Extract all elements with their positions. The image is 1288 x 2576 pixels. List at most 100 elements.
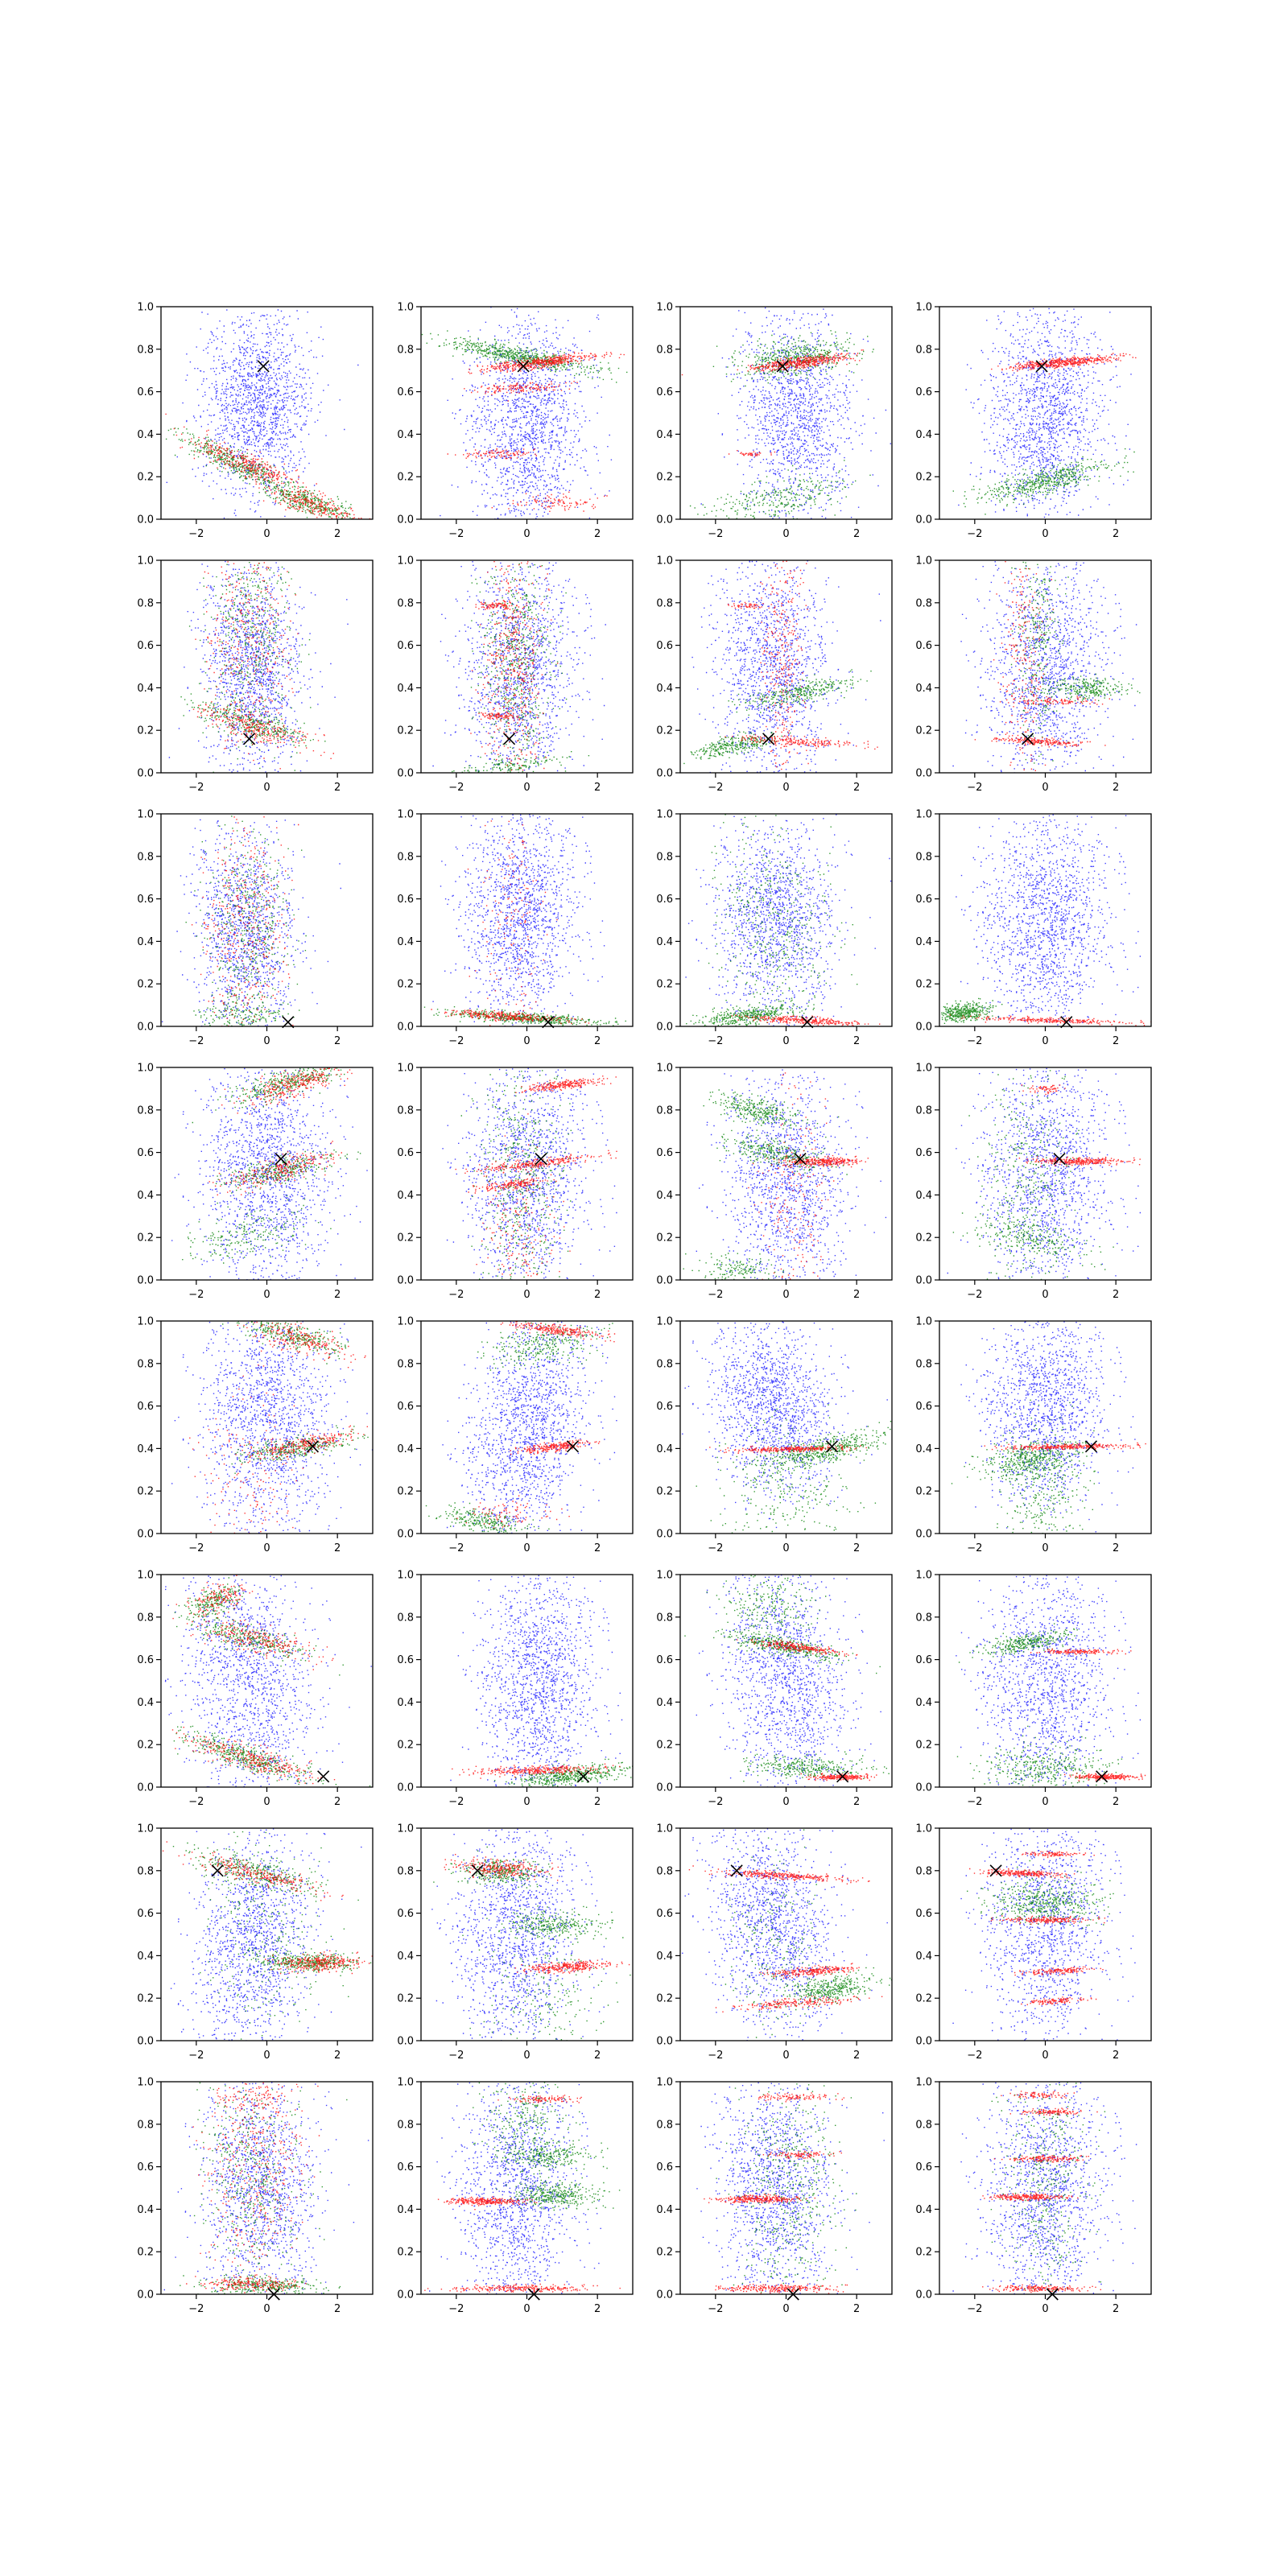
axes-frame (160, 2081, 374, 2295)
green-point-cloud (182, 1195, 332, 1264)
y-tick-label: 0.0 (656, 2036, 673, 2048)
y-tick-label: 0.8 (656, 1104, 673, 1117)
y-tick-label: 0.2 (137, 472, 154, 484)
green-point-cloud (192, 1067, 345, 1124)
blue-point-cloud (164, 1575, 372, 1787)
x-tick-label: 0 (523, 2050, 530, 2062)
blue-point-cloud (171, 1321, 373, 1534)
red-point-cloud (681, 349, 864, 376)
y-tick-label: 1.0 (397, 1823, 414, 1835)
y-tick-label: 0.0 (397, 1275, 414, 1287)
red-point-cloud (728, 450, 776, 457)
x-tick-label: 2 (1113, 1542, 1119, 1554)
green-point-cloud (952, 448, 1135, 515)
y-tick-label: 0.0 (915, 2036, 932, 2048)
x-tick-label: 0 (523, 528, 530, 540)
x-tick-label: 0 (1042, 2050, 1048, 2062)
x-tick-label: 2 (853, 528, 860, 540)
red-point-cloud (760, 560, 809, 770)
y-tick-label: 1.0 (137, 1063, 154, 1075)
y-tick-label: 0.6 (915, 1147, 932, 1159)
y-tick-label: 0.0 (397, 1529, 414, 1541)
axes-frame (679, 2081, 893, 2295)
y-tick-label: 0.4 (656, 683, 673, 695)
red-point-cloud (437, 2196, 538, 2211)
y-tick-label: 0.6 (656, 1401, 673, 1413)
y-tick-label: 0.8 (656, 2119, 673, 2131)
x-tick-label: −2 (967, 2050, 982, 2062)
x-tick-label: −2 (188, 528, 204, 540)
y-tick-label: 0.6 (397, 386, 414, 398)
y-tick-label: 0.2 (137, 1740, 154, 1752)
points-r2-c2 (432, 561, 606, 773)
y-tick-label: 1.0 (397, 2077, 414, 2089)
y-tick-label: 0.6 (915, 1401, 932, 1413)
green-point-cloud (683, 1253, 784, 1280)
x-tick-label: 0 (523, 1542, 530, 1554)
y-tick-label: 0.2 (137, 725, 154, 737)
x-tick-label: 0 (782, 1289, 789, 1301)
panel-r8-c4: −2 0 2 0.0 0.2 0.4 0.6 0.8 1.0 (915, 2077, 1152, 2315)
points-r7-c4 (952, 1828, 1136, 2041)
y-tick-label: 0.0 (137, 1275, 154, 1287)
y-tick-label: 0.8 (397, 1865, 414, 1877)
points-r7-c2 (431, 1828, 631, 2041)
x-tick-label: −2 (188, 1796, 204, 1808)
y-tick-label: 0.6 (915, 1654, 932, 1666)
blue-point-cloud (166, 309, 359, 519)
blue-point-cloud (696, 2082, 885, 2294)
x-marker (257, 360, 270, 373)
x-tick-label: 2 (1113, 1796, 1119, 1808)
red-point-cloud (999, 696, 1110, 705)
y-tick-label: 0.8 (656, 851, 673, 863)
y-tick-label: 0.6 (656, 2161, 673, 2174)
green-point-cloud (740, 1751, 890, 1782)
y-tick-label: 0.4 (137, 1951, 154, 1963)
blue-point-cloud (432, 561, 606, 773)
x-tick-label: 0 (263, 1796, 270, 1808)
y-tick-label: 0.4 (656, 1190, 673, 1202)
x-marker (825, 1440, 839, 1453)
panel-r2-c1: −2 0 2 0.0 0.2 0.4 0.6 0.8 1.0 (137, 555, 374, 794)
x-tick-label: −2 (188, 1035, 204, 1047)
y-tick-label: 1.0 (137, 1823, 154, 1835)
green-point-cloud (728, 669, 872, 716)
y-tick-label: 0.2 (137, 1232, 154, 1245)
red-point-cloud (444, 1854, 559, 1881)
panel-r6-c4: −2 0 2 0.0 0.2 0.4 0.6 0.8 1.0 (915, 1570, 1152, 1808)
y-tick-label: 1.0 (137, 302, 154, 314)
x-tick-label: 2 (334, 1542, 341, 1554)
x-tick-label: −2 (708, 2050, 723, 2062)
y-tick-label: 0.8 (915, 1865, 932, 1877)
y-tick-label: 0.8 (137, 2119, 154, 2131)
y-tick-label: 0.8 (137, 344, 154, 356)
y-tick-label: 0.8 (915, 1612, 932, 1624)
x-tick-label: −2 (448, 782, 464, 794)
x-tick-label: −2 (708, 782, 723, 794)
green-point-cloud (452, 751, 590, 773)
y-tick-label: 0.6 (137, 1654, 154, 1666)
red-point-cloud (237, 1321, 366, 1368)
y-tick-label: 0.4 (137, 683, 154, 695)
x-tick-label: 2 (594, 1796, 601, 1808)
points-r5-c1 (171, 1321, 373, 1534)
red-point-cloud (191, 816, 299, 1026)
y-tick-label: 0.8 (656, 1612, 673, 1624)
x-tick-label: 2 (594, 2050, 601, 2062)
y-tick-label: 0.4 (656, 1443, 673, 1455)
y-tick-label: 0.8 (915, 851, 932, 863)
panel-r6-c2: −2 0 2 0.0 0.2 0.4 0.6 0.8 1.0 (397, 1570, 634, 1808)
red-point-cloud (704, 2194, 815, 2204)
points-r1-c4 (952, 308, 1137, 519)
axes-frame (679, 1320, 893, 1534)
points-r7-c3 (682, 1828, 892, 2041)
panel-r5-c1: −2 0 2 0.0 0.2 0.4 0.6 0.8 1.0 (137, 1316, 374, 1554)
y-tick-label: 1.0 (397, 555, 414, 568)
x-tick-label: −2 (967, 782, 982, 794)
x-tick-label: 2 (334, 1796, 341, 1808)
x-tick-label: 2 (334, 1289, 341, 1301)
y-tick-label: 0.0 (656, 1275, 673, 1287)
x-tick-label: 2 (1113, 1035, 1119, 1047)
y-tick-label: 0.8 (915, 2119, 932, 2131)
blue-point-cloud (442, 1321, 617, 1534)
